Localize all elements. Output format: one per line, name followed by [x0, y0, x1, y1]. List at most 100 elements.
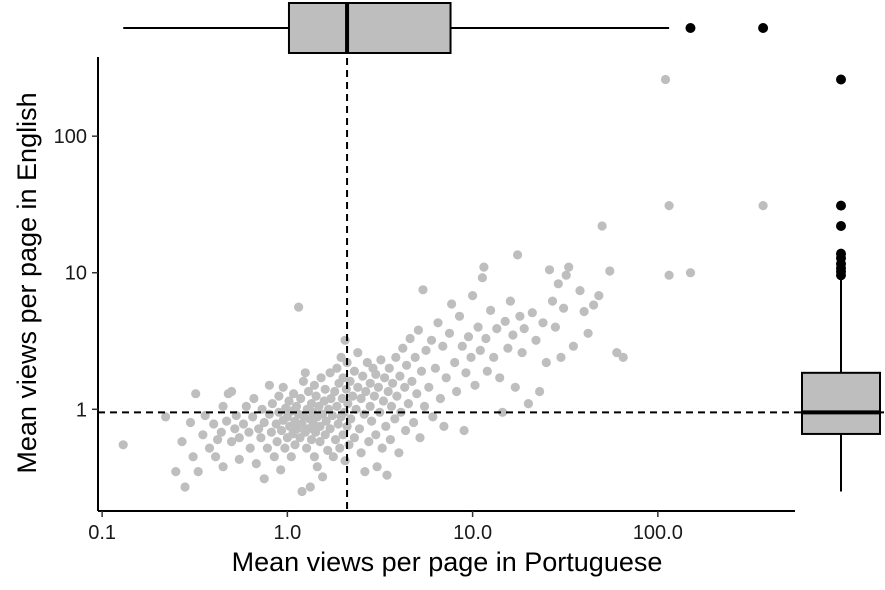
- data-point: [415, 433, 425, 443]
- data-point: [297, 419, 307, 429]
- data-point: [454, 311, 465, 321]
- data-point: [568, 341, 579, 351]
- data-point: [418, 285, 428, 295]
- data-point: [758, 201, 768, 211]
- data-point: [407, 376, 417, 386]
- data-point: [312, 462, 322, 472]
- data-point: [251, 459, 261, 469]
- data-point: [497, 407, 508, 417]
- data-point: [475, 345, 485, 355]
- data-point: [216, 427, 226, 437]
- data-point: [349, 433, 359, 443]
- data-point: [486, 305, 496, 315]
- data-point: [256, 433, 266, 443]
- data-point: [664, 270, 674, 280]
- data-point: [264, 409, 274, 419]
- data-point: [385, 435, 395, 445]
- data-point: [325, 424, 335, 434]
- data-point: [438, 341, 448, 351]
- data-point: [309, 380, 319, 390]
- data-point: [535, 386, 545, 397]
- data-point: [505, 296, 515, 306]
- data-point: [267, 399, 277, 409]
- data-point: [198, 430, 208, 440]
- data-point: [280, 443, 290, 453]
- data-point: [527, 308, 537, 318]
- data-point: [583, 328, 593, 338]
- x-tick-label: 100.0: [633, 522, 683, 544]
- data-point: [371, 430, 381, 440]
- data-point: [547, 296, 558, 306]
- data-point: [482, 366, 492, 376]
- data-point: [333, 419, 343, 429]
- data-point: [550, 322, 561, 332]
- data-point: [412, 389, 422, 399]
- data-point: [227, 386, 237, 397]
- data-point: [685, 268, 696, 278]
- data-point: [402, 360, 412, 370]
- data-point: [248, 412, 258, 422]
- data-point: [371, 369, 381, 379]
- data-point: [381, 421, 391, 431]
- data-point: [473, 322, 483, 332]
- data-point: [541, 357, 551, 368]
- y-axis-title: Mean views per page in English: [12, 92, 42, 473]
- data-point: [409, 417, 419, 428]
- data-point: [244, 427, 254, 437]
- data-point: [466, 352, 476, 362]
- data-point: [594, 291, 604, 301]
- data-point: [365, 378, 375, 388]
- data-point: [439, 421, 449, 431]
- data-point: [315, 437, 325, 447]
- data-point: [468, 291, 478, 301]
- data-point: [349, 366, 359, 376]
- data-point: [238, 419, 249, 429]
- data-point: [272, 437, 282, 447]
- data-point: [380, 373, 390, 383]
- data-point: [384, 363, 394, 373]
- data-point: [463, 332, 474, 342]
- data-point: [435, 393, 445, 404]
- data-point: [332, 363, 342, 373]
- data-point: [305, 482, 315, 492]
- y-box-outlier: [836, 74, 846, 85]
- data-point: [315, 421, 325, 431]
- data-point: [185, 417, 196, 428]
- data-point: [416, 366, 427, 376]
- data-point: [360, 467, 370, 477]
- data-point: [392, 391, 402, 401]
- data-point: [297, 486, 307, 497]
- data-point: [171, 467, 181, 477]
- data-point: [290, 416, 300, 426]
- data-point: [318, 472, 328, 482]
- data-point: [403, 399, 413, 409]
- data-point: [612, 348, 622, 358]
- data-point: [262, 443, 272, 453]
- data-point: [459, 425, 469, 436]
- data-point: [276, 425, 287, 436]
- data-point: [338, 430, 348, 440]
- data-point: [519, 324, 529, 334]
- data-point: [188, 452, 198, 462]
- data-point: [365, 401, 375, 411]
- data-point: [510, 382, 520, 392]
- data-point: [291, 401, 302, 411]
- data-point: [325, 368, 335, 378]
- data-point: [161, 412, 171, 422]
- data-point: [259, 474, 269, 484]
- data-point: [218, 401, 228, 411]
- data-point: [249, 393, 259, 404]
- data-point: [294, 302, 304, 312]
- data-point: [394, 448, 404, 458]
- data-point: [377, 443, 387, 453]
- y-box-outlier: [836, 200, 846, 211]
- data-point: [336, 352, 346, 362]
- data-point: [306, 435, 317, 445]
- data-point: [383, 386, 393, 397]
- x-tick-label: 0.1: [88, 522, 116, 544]
- data-point: [218, 462, 228, 472]
- data-point: [290, 440, 300, 450]
- data-point: [323, 445, 333, 455]
- y-tick-label: 10: [65, 263, 87, 285]
- data-point: [444, 328, 455, 338]
